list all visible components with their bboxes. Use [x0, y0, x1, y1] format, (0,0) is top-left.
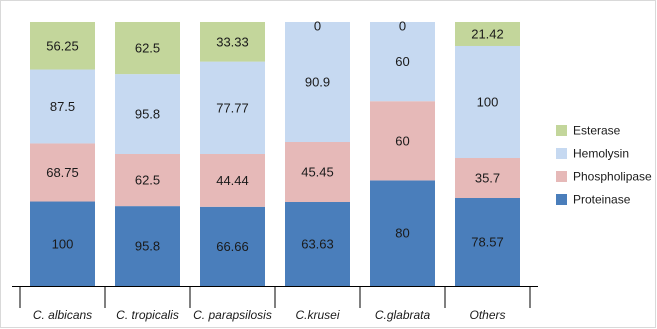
bar-segment-esterase-1: [115, 22, 180, 75]
data-label-hemolysin-2: 77.77: [216, 100, 249, 115]
bar-segment-proteinase-0: [30, 201, 95, 286]
bar-segment-proteinase-4: [370, 180, 435, 286]
data-label-phospholipase-2: 44.44: [216, 173, 249, 188]
data-label-phospholipase-3: 45.45: [301, 165, 334, 180]
bar-segment-proteinase-1: [115, 206, 180, 286]
data-label-hemolysin-1: 95.8: [135, 107, 160, 122]
bar-segment-phospholipase-2: [200, 154, 265, 207]
category-label-5: Others: [469, 308, 505, 322]
bar-segment-hemolysin-4: [370, 22, 435, 102]
legend-label-hemolysin: Hemolysin: [573, 147, 629, 161]
bar-segment-hemolysin-1: [115, 74, 180, 154]
legend-swatch-hemolysin: [556, 148, 567, 159]
x-axis: C. albicans C. tropicalis C. parapsilosis C…: [12, 286, 538, 322]
data-label-esterase-5: 21.42: [471, 26, 504, 41]
data-label-hemolysin-5: 100: [477, 94, 499, 109]
data-label-hemolysin-3: 90.9: [305, 75, 330, 90]
legend-label-phospholipase: Phospholipase: [573, 170, 652, 184]
data-label-phospholipase-4: 60: [395, 133, 409, 148]
data-label-proteinase-2: 66.66: [216, 239, 249, 254]
data-label-hemolysin-4: 60: [395, 54, 409, 69]
data-label-proteinase-4: 80: [395, 226, 409, 241]
data-label-proteinase-3: 63.63: [301, 237, 334, 252]
bar-segment-phospholipase-1: [115, 154, 180, 207]
bar-segment-phospholipase-0: [30, 143, 95, 202]
data-label-phospholipase-0: 68.75: [46, 165, 79, 180]
bar-segment-phospholipase-5: [455, 158, 520, 198]
category-label-1: C. tropicalis: [116, 308, 179, 322]
bar-segment-proteinase-3: [285, 202, 350, 286]
data-label-proteinase-1: 95.8: [135, 239, 160, 254]
bar-segment-esterase-2: [200, 22, 265, 62]
bars-group: 100 68.75 87.5 56.25 95.8 62.5 95.8 62.5 66.66 44…: [30, 19, 520, 286]
bar-segment-hemolysin-0: [30, 69, 95, 144]
legend-swatch-esterase: [556, 125, 567, 136]
data-label-esterase-4: 0: [399, 19, 406, 34]
category-label-0: C. albicans: [33, 308, 92, 322]
data-label-phospholipase-5: 35.7: [475, 170, 500, 185]
category-label-2: C. parapsilosis: [193, 308, 272, 322]
bar-segment-hemolysin-3: [285, 22, 350, 142]
legend-label-proteinase: Proteinase: [573, 193, 631, 207]
legend-swatch-phospholipase: [556, 171, 567, 182]
bar-segment-hemolysin-2: [200, 61, 265, 154]
data-label-phospholipase-1: 62.5: [135, 173, 160, 188]
bar-segment-phospholipase-4: [370, 101, 435, 181]
bar-segment-esterase-5: [455, 22, 520, 46]
bar-segment-hemolysin-5: [455, 45, 520, 159]
bar-segment-proteinase-2: [200, 206, 265, 286]
data-label-esterase-3: 0: [314, 19, 321, 34]
data-label-esterase-2: 33.33: [216, 34, 249, 49]
data-label-esterase-0: 56.25: [46, 38, 79, 53]
bar-segment-proteinase-5: [455, 197, 520, 286]
legend: Esterase Hemolysin Phospholipase Proteinase: [556, 124, 652, 207]
bar-segment-esterase-0: [30, 22, 95, 70]
data-label-esterase-1: 62.5: [135, 41, 160, 56]
legend-swatch-proteinase: [556, 194, 567, 205]
category-label-4: C.glabrata: [375, 308, 431, 322]
category-label-3: C.krusei: [295, 308, 339, 322]
data-label-proteinase-0: 100: [52, 236, 74, 251]
data-label-hemolysin-0: 87.5: [50, 99, 75, 114]
bar-segment-phospholipase-3: [285, 142, 350, 202]
data-label-proteinase-5: 78.57: [471, 234, 504, 249]
legend-label-esterase: Esterase: [573, 124, 621, 138]
